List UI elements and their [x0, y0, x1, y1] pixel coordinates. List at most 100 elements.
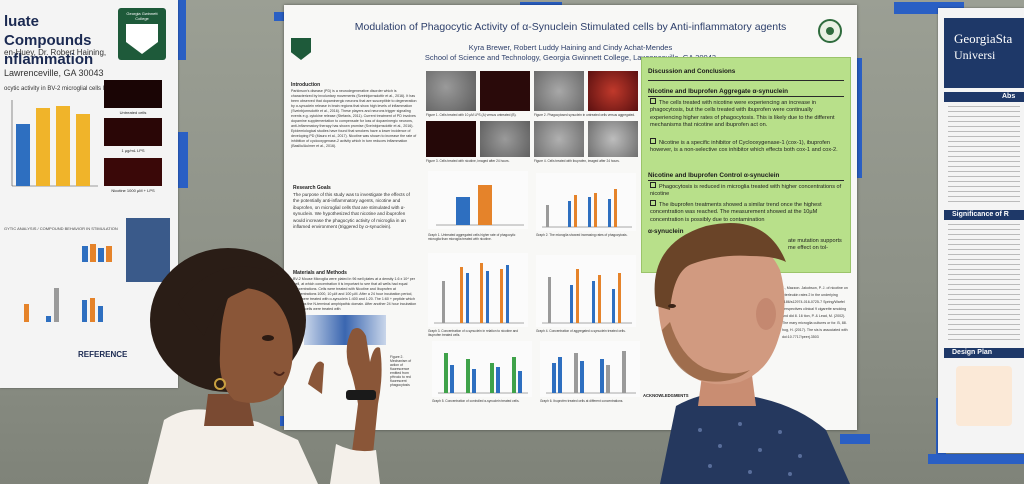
- divider: [648, 180, 844, 181]
- university-logo-line1: GeorgiaSta: [954, 31, 1013, 46]
- chart-bar: [588, 197, 591, 227]
- chart-bar: [600, 359, 604, 393]
- chart-bar: [82, 246, 88, 262]
- divider: [648, 96, 844, 97]
- chart-bar: [106, 246, 112, 262]
- chart-bar: [90, 298, 95, 322]
- tape-strip: [840, 434, 870, 444]
- chart-bar: [98, 248, 104, 262]
- discussion-bullet: The ibuprofen treatments showed a simila…: [650, 200, 822, 223]
- chart-bar: [46, 316, 51, 322]
- university-logo-block: [944, 18, 1024, 88]
- poster-authors: Kyra Brewer, Robert Luddy Haining and Ci…: [468, 43, 673, 52]
- section-bar: [944, 210, 1024, 220]
- goals-heading: Research Goals: [293, 185, 331, 191]
- methods-heading: Materials and Methods: [293, 270, 347, 276]
- university-logo-line2: Universi: [954, 48, 996, 62]
- college-crest: Georgia Gwinnett College: [118, 8, 166, 60]
- chart-bar: [56, 106, 70, 186]
- chart-bar: [444, 353, 448, 393]
- chart-bar: [612, 289, 615, 323]
- chart-bar: [460, 267, 463, 323]
- left-poster: luate Compounds nflammation en-Huey, Dr.…: [0, 0, 178, 388]
- crest-shield-icon: [126, 24, 158, 54]
- left-bottom-title: GYTIC ANALYSIS / COMPOUND BEHAVIOR IN ST…: [4, 226, 118, 231]
- graph-2: [536, 173, 636, 231]
- graph-caption: Graph 5. Concentration of controlled α-s…: [432, 399, 520, 403]
- right-poster: GeorgiaSta Universi Abs Significance of …: [938, 8, 1024, 453]
- chart-bar: [480, 263, 483, 323]
- chart-bar: [548, 277, 551, 323]
- micrograph: [426, 71, 476, 111]
- chart-bar: [456, 197, 470, 225]
- discussion-bullet: The cells treated with nicotine were exp…: [650, 98, 835, 129]
- left-references-heading: REFERENCE: [78, 350, 128, 359]
- chart-bar: [570, 285, 573, 323]
- chart-bar: [90, 244, 96, 262]
- chart-bar: [472, 369, 476, 393]
- poster-school: School of Science and Technology, Georgi…: [424, 53, 717, 62]
- text-block: [948, 106, 1020, 206]
- college-shield-icon: [291, 38, 311, 60]
- left-poster-location: Lawrenceville, GA 30043: [4, 68, 104, 78]
- graph-caption: Graph 4. Concentration of aggregated α-s…: [536, 329, 626, 333]
- chart-bar: [598, 275, 601, 323]
- chart-bar: [594, 193, 597, 227]
- chart-bar: [442, 281, 445, 323]
- methods-text: BV-2 Mouse Microglia were plated in 96 w…: [293, 277, 417, 311]
- discussion-subheading-synuclein: α-synuclein: [648, 228, 684, 235]
- chart-bar: [466, 273, 469, 323]
- checkbox-bullet-icon: [650, 182, 656, 188]
- chart-bar: [512, 357, 516, 393]
- chart-bar: [622, 351, 626, 393]
- design-figure: [956, 366, 1012, 426]
- checkbox-bullet-icon: [650, 200, 656, 206]
- chart-bar: [580, 361, 584, 393]
- chart-bar: [506, 265, 509, 323]
- chart-bar: [608, 199, 611, 227]
- left-bar-chart-2: [24, 244, 112, 322]
- graph-5: [432, 341, 532, 397]
- intro-heading: Introduction: [291, 82, 321, 88]
- micrograph: [104, 80, 162, 108]
- left-poster-authors: en-Huey, Dr. Robert Haining,: [4, 48, 107, 57]
- micrograph: [588, 121, 638, 157]
- divider: [648, 80, 844, 81]
- micrograph-label: Nicotine 1000 µM + LPS: [111, 188, 155, 193]
- chart-bar: [82, 300, 87, 322]
- figure-panel: [126, 218, 170, 282]
- chart-bar: [490, 363, 494, 393]
- figure-caption: Figure 2. Phagocytosed synuclein in untr…: [534, 113, 635, 117]
- chart-bar: [614, 189, 617, 227]
- chart-bar: [496, 367, 500, 393]
- significance-heading: Significance of R: [952, 211, 1009, 218]
- micrograph-label: 1 µg/mL LPS: [121, 148, 145, 153]
- tape-strip: [852, 58, 862, 178]
- chart-bar: [54, 288, 59, 322]
- chart-bar: [592, 281, 595, 323]
- chart-bar: [76, 114, 90, 186]
- poster-title: Modulation of Phagocytic Activity of α-S…: [354, 21, 787, 33]
- graph-caption: Graph 1. Untreated aggregated cells high…: [428, 233, 516, 241]
- chart-bar: [450, 365, 454, 393]
- figure-caption: Figure 4. Cells treated with ibuprofen, …: [534, 159, 620, 163]
- discussion-subheading-aggregate: Nicotine and Ibuprofen Aggregate α-synuc…: [648, 88, 789, 95]
- micrograph: [480, 121, 530, 157]
- micrograph: [104, 158, 162, 186]
- acknowledgments-heading: ACKNOWLEDGMENTS: [643, 393, 689, 398]
- left-chart-title: ocytic activity in BV-2 microglial cells…: [4, 86, 113, 92]
- micrograph: [104, 118, 162, 146]
- chart-bar: [558, 357, 562, 393]
- graph-caption: Graph 6. Ibuprofen treated cells at diff…: [540, 399, 624, 403]
- chart-bar: [98, 306, 103, 322]
- chart-bar: [24, 304, 29, 322]
- woman-presenter: [148, 248, 382, 484]
- chart-bar: [466, 359, 470, 393]
- chart-bar: [576, 269, 579, 323]
- figure-caption: Figure 1. Cells treated with 10 µM LPS (…: [426, 113, 517, 117]
- micrograph: [588, 71, 638, 111]
- checkbox-bullet-icon: [650, 138, 656, 144]
- section-bar: [944, 92, 1024, 102]
- chart-bar: [618, 273, 621, 323]
- intro-text: Parkinson's disease (PD) is a neurodegen…: [291, 89, 417, 148]
